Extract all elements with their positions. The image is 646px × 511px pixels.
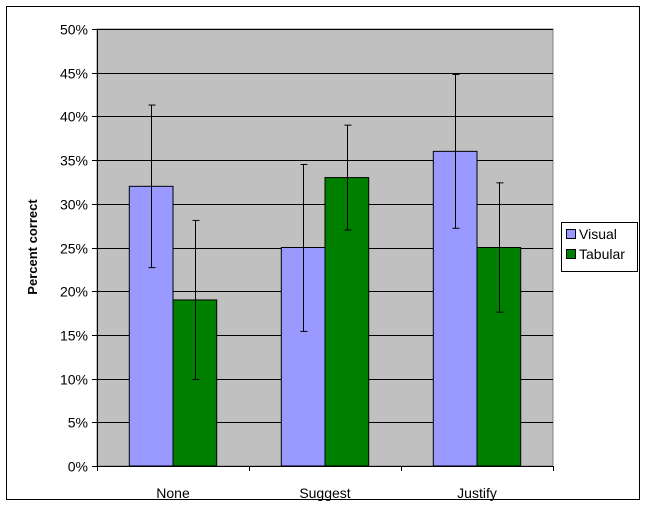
y-tick-label: 0% xyxy=(68,459,88,475)
legend-label-tabular: Tabular xyxy=(579,246,625,262)
y-tick-label: 15% xyxy=(60,328,88,344)
y-tick-label: 45% xyxy=(60,66,88,82)
legend-swatch-visual xyxy=(566,229,576,239)
y-tick-label: 40% xyxy=(60,109,88,125)
legend: Visual Tabular xyxy=(561,222,638,272)
y-axis-label: Percent correct xyxy=(25,199,40,295)
x-tick-label: Justify xyxy=(457,485,497,501)
legend-swatch-tabular xyxy=(566,249,576,259)
bar-tabular-none xyxy=(172,299,218,467)
x-tick-labels: None Suggest Justify xyxy=(156,485,497,501)
y-tick-label: 20% xyxy=(60,284,88,300)
bar-tabular-justify xyxy=(476,247,522,467)
error-bars xyxy=(148,73,504,380)
y-tick-label: 30% xyxy=(60,197,88,213)
x-tick-label: None xyxy=(156,485,190,501)
x-tick-label: Suggest xyxy=(299,485,350,501)
y-tick-label: 35% xyxy=(60,153,88,169)
axes xyxy=(92,29,554,471)
bar-tabular-suggest xyxy=(324,177,370,467)
y-tick-label: 50% xyxy=(60,22,88,38)
y-tick-label: 5% xyxy=(68,415,88,431)
y-tick-labels: 0% 5% 10% 15% 20% 25% 30% 35% 40% 45% 50% xyxy=(60,22,88,475)
y-tick-label: 10% xyxy=(60,372,88,388)
y-tick-label: 25% xyxy=(60,241,88,257)
legend-label-visual: Visual xyxy=(579,226,617,242)
